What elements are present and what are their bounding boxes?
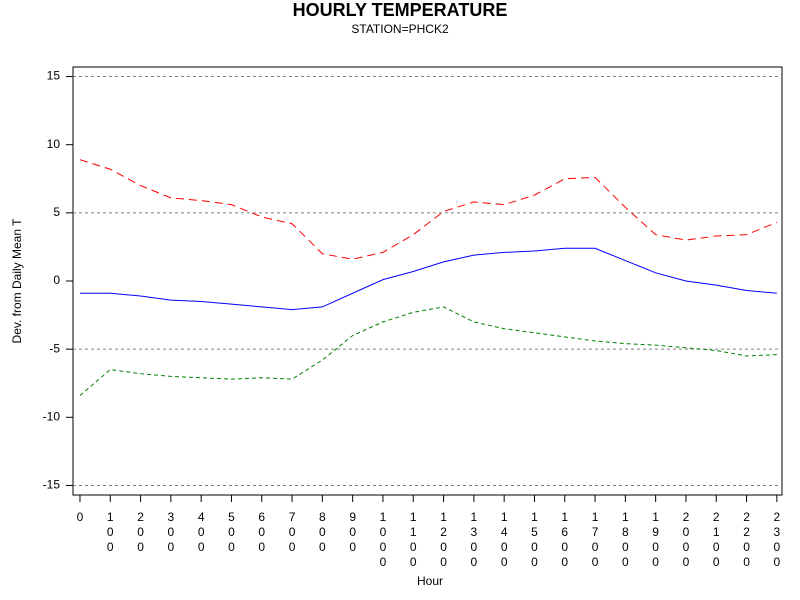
y-tick-label: 10 xyxy=(47,137,61,151)
chart-title: HOURLY TEMPERATURE xyxy=(293,0,508,20)
x-tick-label: 0 xyxy=(77,510,84,524)
y-tick-label: 0 xyxy=(53,273,60,287)
chart-subtitle: STATION=PHCK2 xyxy=(351,22,449,36)
y-tick-label: -10 xyxy=(43,409,61,423)
series-line xyxy=(79,159,778,260)
plot-frame xyxy=(72,66,783,496)
y-tick-label: 15 xyxy=(47,69,61,83)
y-tick-label: -15 xyxy=(43,478,61,492)
y-tick-label: -5 xyxy=(49,341,60,355)
series-line xyxy=(79,306,777,396)
y-tick-label: 5 xyxy=(53,205,60,219)
y-axis-label: Dev. from Daily Mean T xyxy=(10,218,24,344)
series-line xyxy=(79,247,777,311)
x-axis-label: Hour xyxy=(417,574,443,588)
